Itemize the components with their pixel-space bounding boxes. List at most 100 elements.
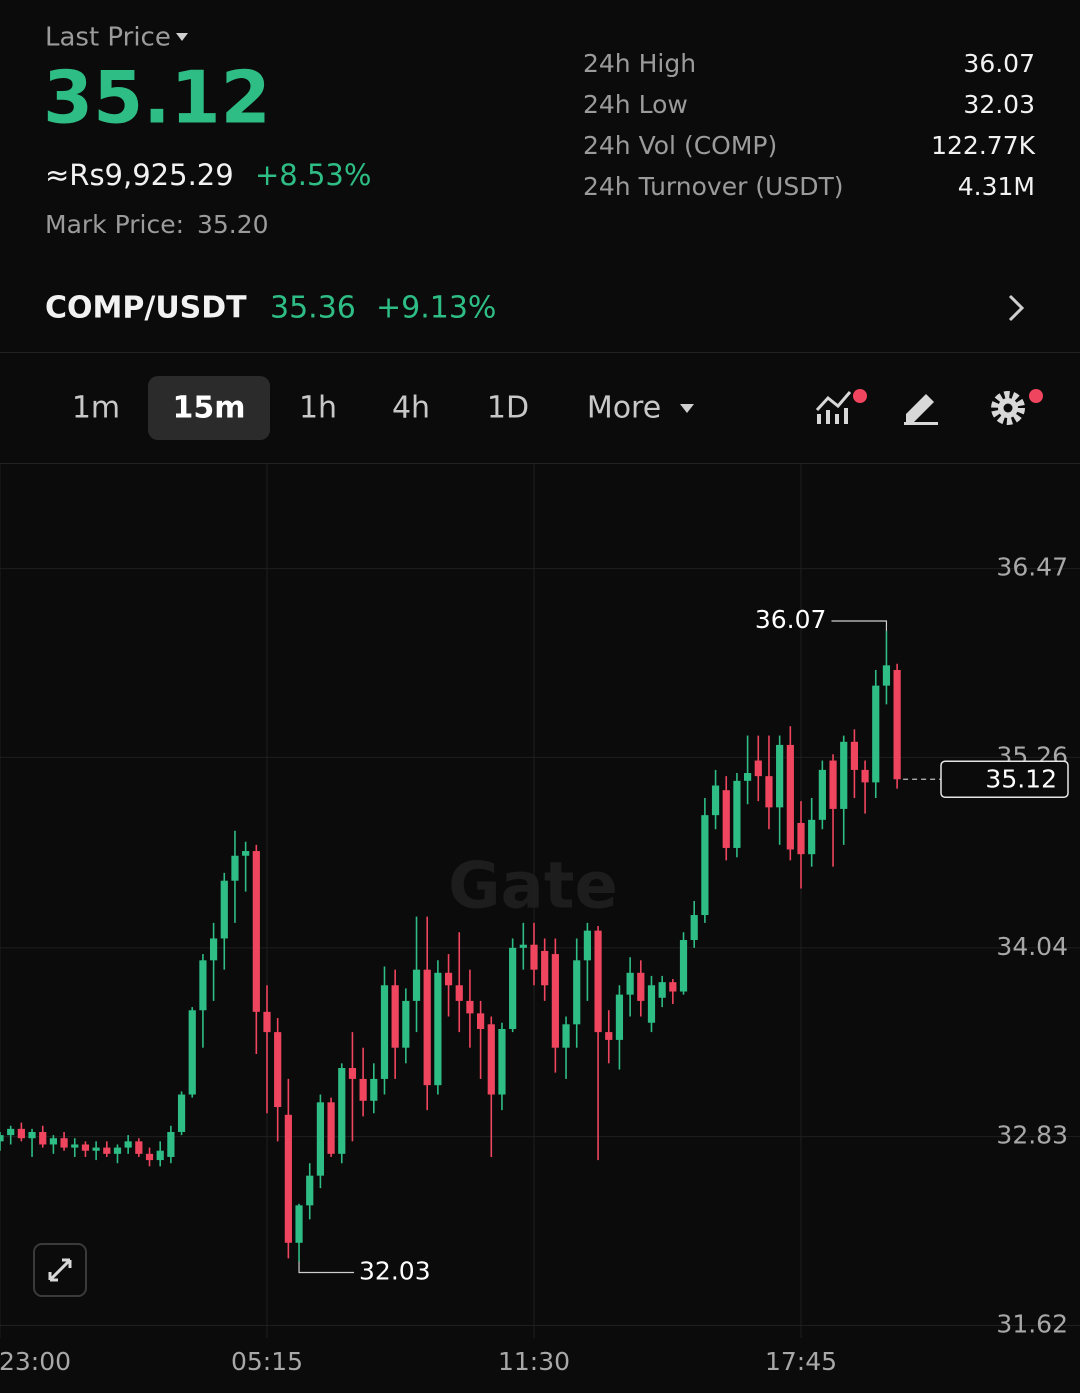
- candle-body: [295, 1205, 303, 1243]
- candle-body: [199, 960, 207, 1011]
- candle-body: [338, 1067, 346, 1154]
- stat-value: 36.07: [963, 49, 1035, 78]
- candle-body: [17, 1128, 25, 1139]
- last-price: 35.12: [43, 56, 271, 140]
- candle-body: [626, 972, 634, 995]
- candle-body: [594, 930, 602, 1033]
- candle-body: [124, 1141, 132, 1148]
- stat-value: 32.03: [963, 90, 1035, 119]
- candle-body: [402, 1000, 410, 1048]
- candle-body: [872, 685, 880, 783]
- stats: 24h High 36.07 24h Low 32.03 24h Vol (COMP) 1…: [583, 49, 1036, 201]
- candle-body: [573, 960, 581, 1025]
- candle-body: [679, 940, 688, 992]
- candle-body: [49, 1138, 57, 1145]
- y-tick-label: 34.04: [996, 932, 1068, 961]
- candle-body: [818, 769, 826, 820]
- stat-label: 24h Turnover (USDT): [583, 172, 844, 201]
- draw-icon[interactable]: [904, 394, 938, 425]
- time-tab[interactable]: 1m: [72, 391, 120, 426]
- stat-label: 24h High: [583, 49, 696, 78]
- candle-body: [765, 776, 773, 808]
- candle-body: [722, 790, 730, 848]
- candle-body: [455, 985, 463, 1001]
- candle-body: [177, 1094, 186, 1132]
- candle-body: [882, 665, 891, 686]
- candle-body: [39, 1131, 47, 1145]
- candle-body: [444, 972, 453, 986]
- time-tab[interactable]: More: [587, 391, 661, 426]
- candle-body: [103, 1147, 111, 1154]
- mark-price-label: Mark Price:: [45, 210, 184, 239]
- candle-body: [541, 950, 549, 986]
- dropdown-caret: [176, 33, 188, 41]
- candle-body: [92, 1147, 100, 1151]
- candle-body: [808, 819, 816, 855]
- candle-body: [252, 851, 260, 1012]
- candle-body: [477, 1013, 485, 1029]
- candle-body: [850, 741, 858, 770]
- candle-body: [391, 985, 399, 1048]
- stat-label: 24h Vol (COMP): [583, 131, 777, 160]
- candle-body: [145, 1153, 154, 1161]
- time-tab[interactable]: 1D: [487, 391, 529, 426]
- indicator-icon[interactable]: [815, 389, 867, 424]
- candle-body: [701, 815, 709, 916]
- watermark: Gate: [448, 850, 618, 924]
- candle-body: [81, 1144, 90, 1151]
- low-marker-line: [298, 1261, 355, 1274]
- candle-body: [861, 769, 869, 783]
- candle-body: [498, 1028, 506, 1095]
- candle-body: [135, 1141, 143, 1154]
- divider: [0, 352, 1080, 353]
- candle-body: [28, 1131, 36, 1139]
- time-tab[interactable]: 15m: [172, 391, 245, 426]
- candlestick-chart: 23:00 05:15 11:30 17:4536.0732.0336.4735.26…: [0, 464, 1080, 1376]
- candle-body: [797, 822, 805, 855]
- candle-body: [509, 947, 517, 1029]
- candle-body: [744, 773, 752, 781]
- last-price-label[interactable]: Last Price: [45, 23, 171, 53]
- price-change: +8.53%: [255, 158, 371, 192]
- x-tick-label: 11:30: [498, 1347, 570, 1376]
- candle-body: [893, 670, 901, 780]
- candle-body: [562, 1024, 570, 1048]
- mark-price: 35.20: [197, 210, 269, 239]
- candle-body: [423, 969, 431, 1086]
- high-marker-label: 36.07: [755, 605, 827, 634]
- candle-body: [776, 744, 784, 808]
- candle-body: [637, 972, 645, 1001]
- candle-body: [231, 855, 239, 881]
- candle-body: [370, 1078, 378, 1101]
- time-tab[interactable]: 4h: [392, 391, 430, 426]
- stat-value: 122.77K: [931, 131, 1035, 160]
- candle-body: [466, 1000, 474, 1014]
- expand-button[interactable]: [33, 1243, 87, 1297]
- y-tick-label: 31.62: [996, 1310, 1068, 1339]
- pair-name[interactable]: COMP/USDT: [45, 291, 247, 326]
- candle-body: [786, 744, 794, 850]
- candle-body: [380, 985, 389, 1079]
- candle-body: [658, 982, 666, 998]
- candle-body: [316, 1102, 324, 1176]
- candle-body: [690, 915, 698, 941]
- active-tab-bg: [148, 376, 270, 440]
- candle-body: [220, 880, 228, 939]
- pair-change: +9.13%: [376, 291, 496, 326]
- last-price-label: 35.12: [985, 764, 1057, 793]
- high-marker-line: [831, 620, 888, 631]
- candle-body: [829, 760, 837, 809]
- candle-body: [530, 944, 538, 970]
- pair-price: 35.36: [270, 291, 356, 326]
- tabs: 1m 15m 1h 4h 1D More: [72, 391, 661, 426]
- time-tab[interactable]: 1h: [299, 391, 337, 426]
- candle-body: [156, 1150, 164, 1161]
- candle-body: [306, 1175, 314, 1206]
- divider: [0, 463, 1080, 464]
- settings-icon[interactable]: [991, 389, 1043, 425]
- x-tick-label: 05:15: [231, 1347, 303, 1376]
- chevron[interactable]: [1008, 294, 1025, 322]
